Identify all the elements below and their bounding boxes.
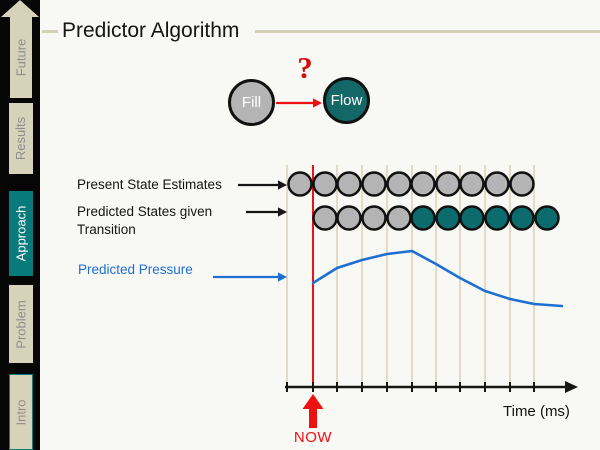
flow-state-node: Flow bbox=[323, 77, 370, 124]
present-state-circles bbox=[484, 171, 510, 197]
predicted-state-circles bbox=[410, 205, 436, 231]
flow-label: Flow bbox=[330, 92, 363, 109]
intro-label: Intro bbox=[13, 398, 29, 426]
present-state-circles bbox=[509, 171, 535, 197]
predicted-state-circles bbox=[336, 205, 362, 231]
question-mark: ? bbox=[297, 50, 313, 85]
predicted-state-circles bbox=[435, 205, 461, 231]
axis-arrowhead-icon bbox=[565, 381, 578, 393]
pressure-curve bbox=[311, 249, 564, 308]
progress-sidebar: Future Results Approach Problem Intro bbox=[0, 0, 40, 450]
problem-label: Problem bbox=[13, 299, 29, 349]
fill-state-node: Fill bbox=[228, 79, 275, 126]
predicted-state-circles bbox=[484, 205, 510, 231]
page-title: Predictor Algorithm bbox=[62, 19, 240, 42]
results-label: Results bbox=[13, 116, 29, 161]
predicted-state-circles bbox=[386, 205, 412, 231]
predicted-states-label-line1: Predicted States given bbox=[77, 204, 213, 219]
present-state-circles bbox=[459, 171, 485, 197]
predicted-state-circles bbox=[534, 205, 560, 231]
sidebar-item-future[interactable]: Future bbox=[10, 16, 32, 98]
predicted-state-circles bbox=[459, 205, 485, 231]
predicted-pressure-label: Predicted Pressure bbox=[78, 262, 193, 277]
present-state-circles bbox=[386, 171, 412, 197]
future-arrow-icon bbox=[1, 0, 39, 17]
predicted-state-circles bbox=[312, 205, 338, 231]
future-label: Future bbox=[13, 38, 29, 76]
sidebar-item-results[interactable]: Results bbox=[9, 103, 33, 174]
approach-label: Approach bbox=[13, 205, 29, 262]
sidebar-item-intro[interactable]: Intro bbox=[9, 374, 33, 450]
present-state-circles bbox=[410, 171, 436, 197]
present-state-circles bbox=[312, 171, 338, 197]
sidebar-item-approach[interactable]: Approach bbox=[9, 191, 33, 276]
predicted-states-label-line2: Transition bbox=[77, 221, 136, 237]
predicted-state-circles bbox=[361, 205, 387, 231]
time-axis-label: Time (ms) bbox=[503, 403, 570, 420]
predicted-state-circles bbox=[509, 205, 535, 231]
fill-label: Fill bbox=[241, 94, 262, 111]
present-state-circles bbox=[336, 171, 362, 197]
sidebar-item-problem[interactable]: Problem bbox=[9, 285, 33, 363]
present-label-arrow-head-icon bbox=[278, 180, 287, 190]
predicted-label-arrow-head-icon bbox=[278, 207, 287, 217]
pressure-label-arrow-head-icon bbox=[278, 272, 287, 282]
present-state-circles bbox=[435, 171, 461, 197]
title-rule-left bbox=[42, 30, 58, 33]
present-states-label: Present State Estimates bbox=[77, 177, 222, 192]
present-state-circles bbox=[361, 171, 387, 197]
transition-arrow-head-icon bbox=[313, 98, 322, 108]
present-state-circles bbox=[287, 171, 313, 197]
predicted-states-label: Predicted States given Transition bbox=[77, 203, 212, 238]
title-rule-right bbox=[255, 30, 600, 33]
now-arrow-icon bbox=[302, 394, 324, 428]
now-label: NOW bbox=[293, 429, 333, 446]
